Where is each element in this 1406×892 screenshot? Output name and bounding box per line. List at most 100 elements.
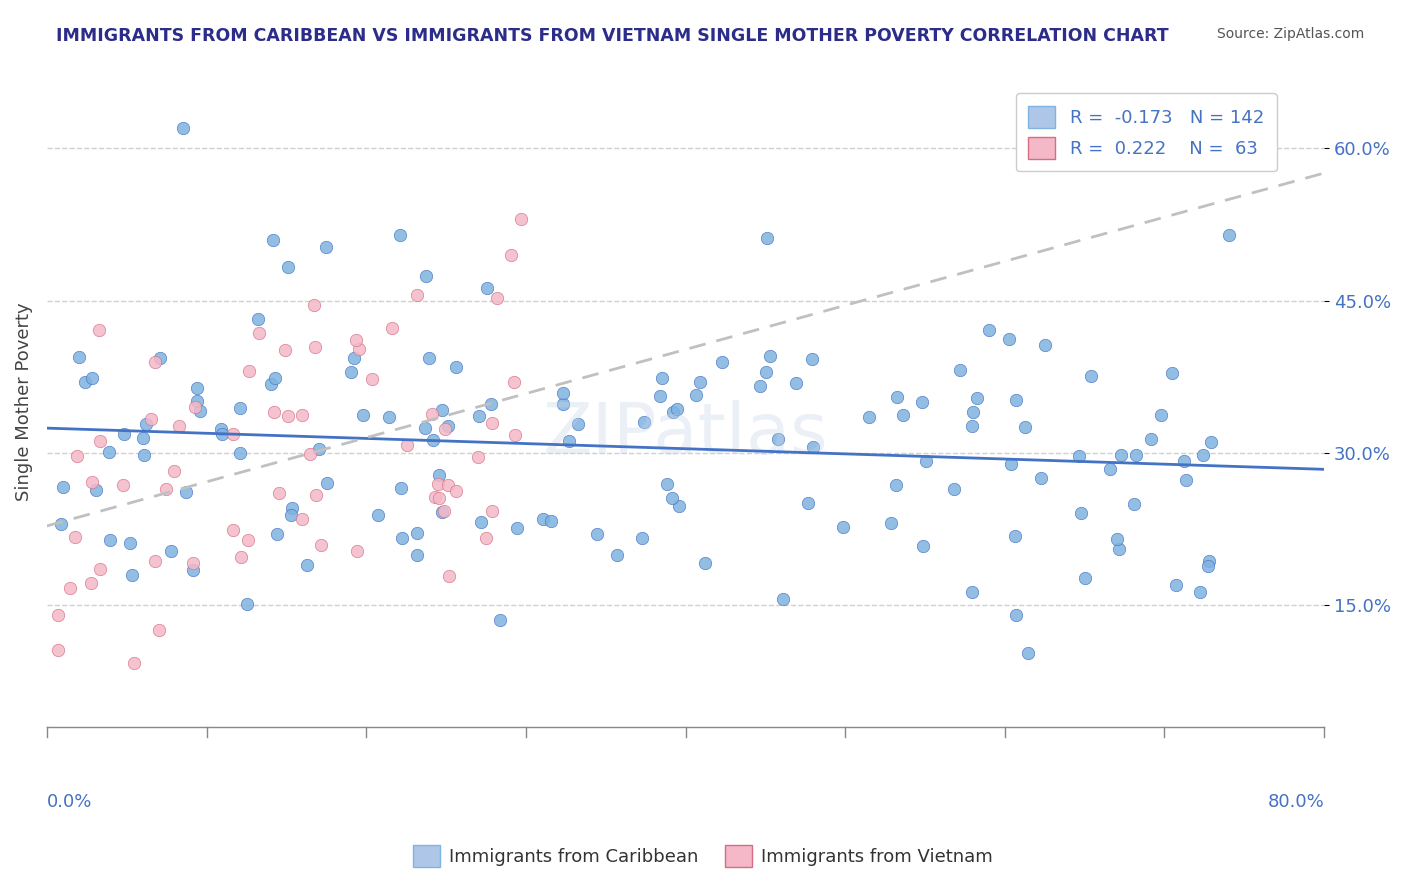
Point	[378, 410, 401, 425]
Point	[395, 438, 418, 452]
Point	[606, 548, 628, 562]
Point	[499, 247, 522, 261]
Point	[132, 431, 155, 445]
Point	[120, 535, 142, 549]
Point	[347, 342, 370, 356]
Point	[1199, 435, 1222, 450]
Point	[914, 454, 936, 468]
Point	[1105, 532, 1128, 546]
Point	[481, 504, 503, 518]
Point	[433, 504, 456, 518]
Point	[439, 569, 461, 583]
Point	[661, 491, 683, 505]
Point	[891, 408, 914, 422]
Point	[1014, 420, 1036, 434]
Point	[418, 351, 440, 366]
Point	[430, 505, 453, 519]
Point	[631, 531, 654, 545]
Point	[668, 499, 690, 513]
Point	[381, 320, 404, 334]
Point	[531, 511, 554, 525]
Point	[446, 360, 468, 375]
Point	[1108, 541, 1130, 556]
Point	[302, 298, 325, 312]
Point	[291, 408, 314, 422]
Point	[553, 397, 575, 411]
Point	[112, 426, 135, 441]
Point	[155, 482, 177, 496]
Point	[388, 227, 411, 242]
Point	[352, 408, 374, 422]
Text: ZIPatlas: ZIPatlas	[543, 401, 828, 469]
Point	[1000, 457, 1022, 471]
Point	[406, 288, 429, 302]
Point	[262, 233, 284, 247]
Point	[1150, 408, 1173, 422]
Point	[960, 585, 983, 599]
Point	[800, 351, 823, 366]
Point	[211, 426, 233, 441]
Point	[236, 533, 259, 548]
Point	[311, 538, 333, 552]
Point	[229, 446, 252, 460]
Point	[759, 350, 782, 364]
Point	[304, 340, 326, 354]
Point	[648, 389, 671, 403]
Point	[405, 525, 427, 540]
Point	[46, 643, 69, 657]
Point	[389, 481, 412, 495]
Point	[481, 417, 503, 431]
Point	[1192, 448, 1215, 462]
Point	[280, 508, 302, 522]
Point	[221, 523, 243, 537]
Text: IMMIGRANTS FROM CARIBBEAN VS IMMIGRANTS FROM VIETNAM SINGLE MOTHER POVERTY CORRE: IMMIGRANTS FROM CARIBBEAN VS IMMIGRANTS …	[56, 27, 1168, 45]
Point	[63, 530, 86, 544]
Point	[468, 409, 491, 423]
Point	[755, 230, 778, 244]
Point	[274, 343, 297, 357]
Point	[858, 409, 880, 424]
Point	[340, 365, 363, 379]
Point	[1004, 529, 1026, 543]
Text: Source: ZipAtlas.com: Source: ZipAtlas.com	[1216, 27, 1364, 41]
Point	[1074, 571, 1097, 585]
Point	[911, 394, 934, 409]
Point	[633, 416, 655, 430]
Point	[80, 575, 103, 590]
Point	[89, 562, 111, 576]
Point	[82, 475, 104, 490]
Point	[186, 394, 208, 409]
Point	[160, 544, 183, 558]
Point	[87, 323, 110, 337]
Point	[1109, 449, 1132, 463]
Point	[425, 490, 447, 504]
Point	[689, 375, 711, 389]
Point	[685, 388, 707, 402]
Point	[506, 521, 529, 535]
Point	[174, 484, 197, 499]
Point	[143, 355, 166, 369]
Text: 0.0%: 0.0%	[46, 793, 93, 811]
Point	[346, 544, 368, 558]
Point	[277, 260, 299, 274]
Point	[299, 447, 322, 461]
Point	[551, 386, 574, 401]
Point	[1067, 449, 1090, 463]
Point	[695, 557, 717, 571]
Point	[360, 372, 382, 386]
Point	[540, 514, 562, 528]
Point	[489, 613, 512, 627]
Point	[437, 418, 460, 433]
Point	[148, 623, 170, 637]
Point	[966, 391, 988, 405]
Point	[291, 512, 314, 526]
Point	[172, 121, 194, 136]
Point	[1033, 338, 1056, 352]
Point	[503, 428, 526, 442]
Point	[1173, 454, 1195, 468]
Point	[510, 212, 533, 227]
Point	[470, 516, 492, 530]
Point	[209, 421, 232, 435]
Point	[557, 434, 579, 449]
Point	[135, 417, 157, 431]
